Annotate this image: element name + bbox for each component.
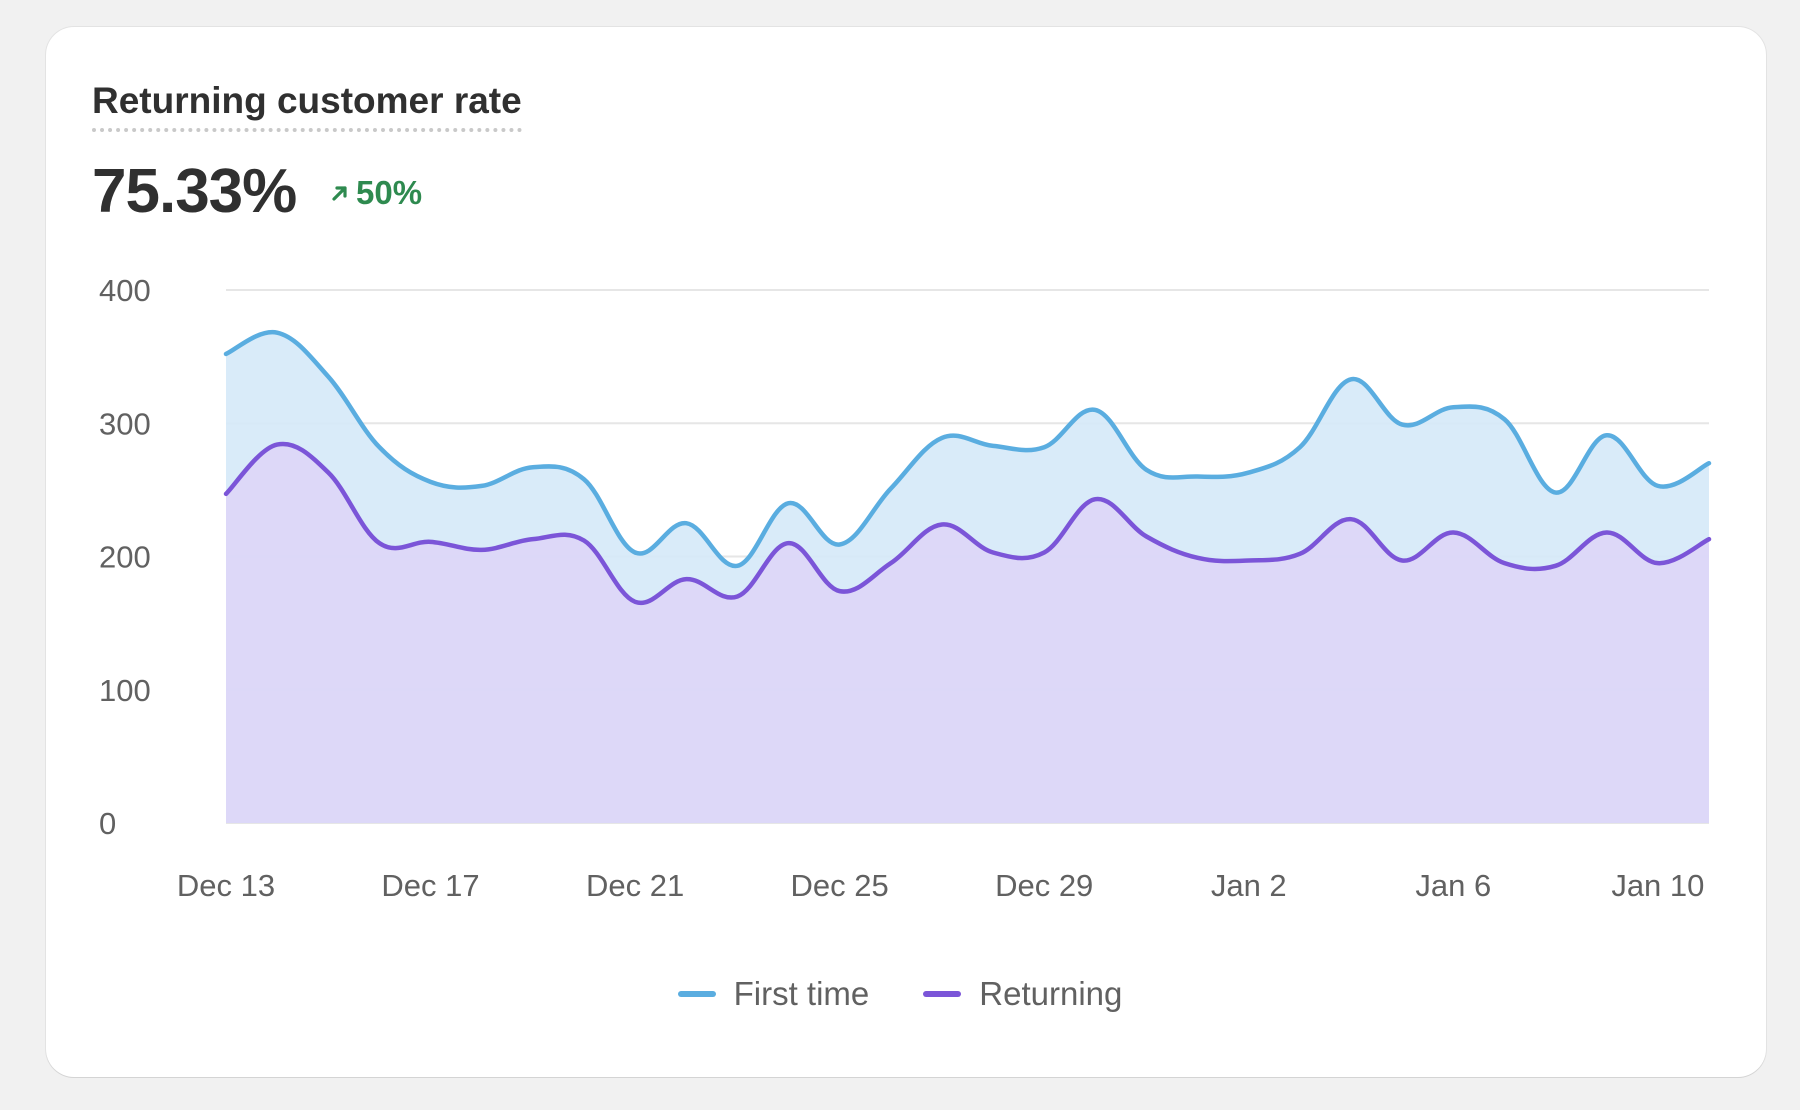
series-areas bbox=[226, 332, 1709, 823]
y-tick-label: 300 bbox=[99, 406, 151, 441]
x-tick-label: Jan 6 bbox=[1415, 868, 1491, 903]
delta-value: 50% bbox=[356, 174, 423, 211]
y-tick-label: 0 bbox=[99, 806, 116, 841]
y-tick-label: 100 bbox=[99, 673, 151, 708]
x-tick-label: Dec 13 bbox=[177, 868, 275, 903]
area-returning bbox=[226, 443, 1709, 823]
legend-item-first-time[interactable]: First time bbox=[677, 975, 870, 1013]
chart-legend: First time Returning bbox=[0, 975, 1800, 1013]
y-tick-label: 200 bbox=[99, 540, 151, 575]
line-first-time[interactable] bbox=[223, 329, 1712, 569]
x-tick-label: Dec 29 bbox=[995, 868, 1093, 903]
y-axis: 0 100 200 300 400 bbox=[99, 273, 151, 841]
x-tick-label: Dec 17 bbox=[381, 868, 479, 903]
series-lines bbox=[223, 329, 1712, 606]
legend-swatch bbox=[923, 991, 962, 997]
legend-item-returning[interactable]: Returning bbox=[923, 975, 1122, 1013]
x-axis: Dec 13 Dec 17 Dec 21 Dec 25 Dec 29 Jan 2 Jan 6… bbox=[177, 868, 1705, 903]
metric-value: 75.33% bbox=[92, 157, 297, 226]
metric-delta: 50% bbox=[330, 174, 422, 212]
x-tick-label: Jan 2 bbox=[1211, 868, 1287, 903]
x-tick-label: Dec 25 bbox=[791, 868, 889, 903]
arrow-up-right-icon bbox=[332, 186, 347, 201]
y-tick-label: 400 bbox=[99, 273, 151, 308]
legend-label: Returning bbox=[979, 975, 1123, 1012]
legend-label: First time bbox=[733, 975, 870, 1012]
x-tick-label: Jan 10 bbox=[1611, 868, 1704, 903]
line-returning[interactable] bbox=[223, 441, 1712, 606]
card-title[interactable]: Returning customer rate bbox=[92, 80, 522, 132]
x-tick-label: Dec 21 bbox=[586, 868, 684, 903]
legend-swatch bbox=[677, 991, 716, 997]
